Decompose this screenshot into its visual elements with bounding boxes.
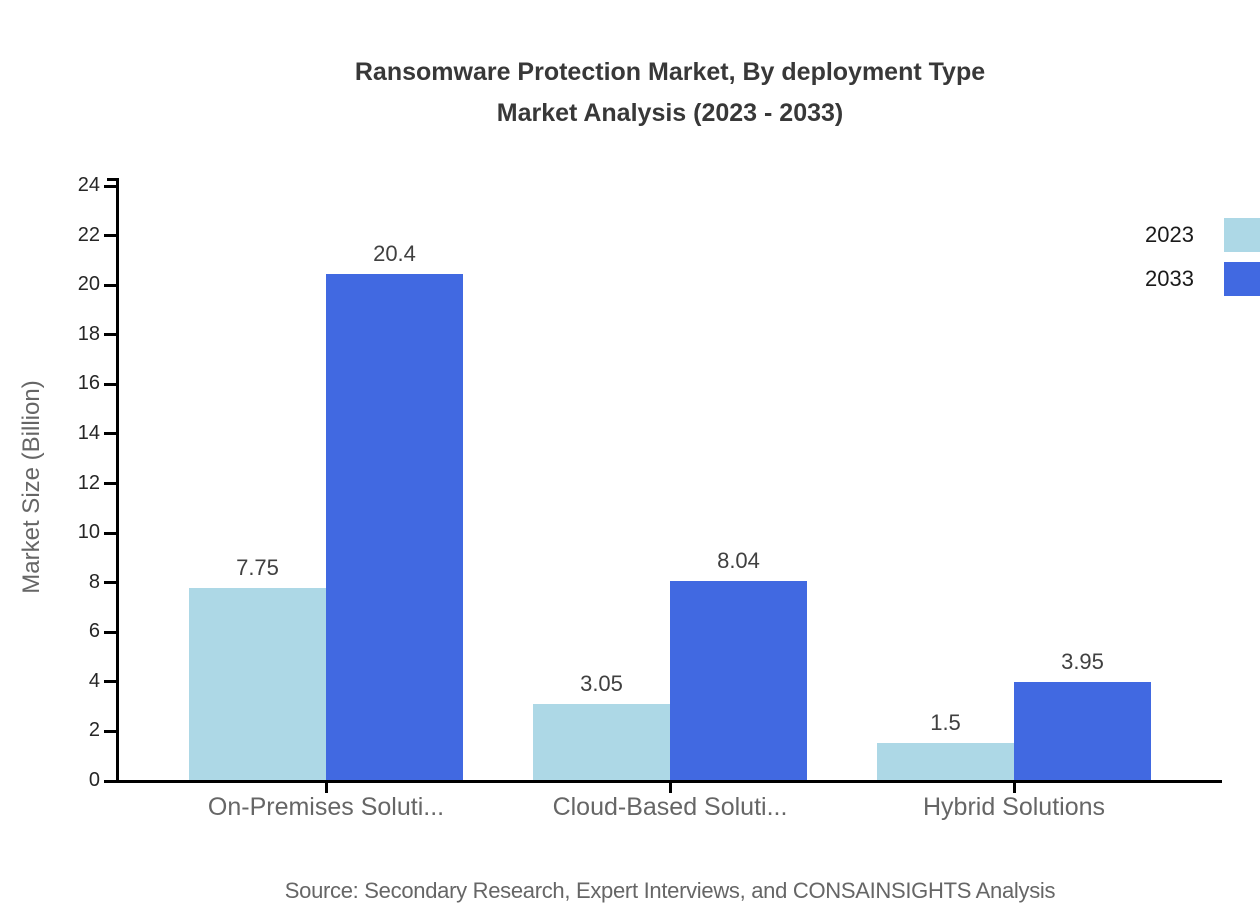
x-category-label: Hybrid Solutions <box>922 793 1106 821</box>
bar-value-label: 8.04 <box>717 547 760 573</box>
bar-2023-category-2 <box>533 704 670 780</box>
bar-value-label: 20.4 <box>373 241 416 267</box>
bar-2033-category-3 <box>1014 682 1151 780</box>
x-category-label: Cloud-Based Soluti... <box>552 793 788 821</box>
y-tick-label: 14 <box>77 421 100 444</box>
legend-label-2033: 2033 <box>1145 266 1194 291</box>
y-tick <box>104 234 117 238</box>
y-tick-label: 18 <box>77 322 100 345</box>
y-tick <box>104 680 117 684</box>
y-tick <box>104 729 117 733</box>
y-tick-label: 22 <box>77 223 100 246</box>
y-tick <box>104 184 117 188</box>
bar-value-label: 1.5 <box>930 709 961 735</box>
chart-title-line2: Market Analysis (2023 - 2033) <box>496 99 844 127</box>
legend-label-2023: 2023 <box>1145 222 1194 247</box>
y-tick-label: 12 <box>77 471 100 494</box>
y-tick <box>104 531 117 535</box>
y-tick <box>104 283 117 287</box>
y-tick <box>104 333 117 337</box>
x-tick <box>668 782 672 793</box>
y-tick-label: 24 <box>77 174 100 196</box>
x-axis-line <box>116 780 1222 783</box>
y-axis-line <box>116 178 119 783</box>
chart-title: Ransomware Protection Market, By deploym… <box>80 52 1260 134</box>
y-tick-label: 16 <box>77 372 100 395</box>
y-tick-label: 8 <box>88 570 100 593</box>
bar-2033-category-1 <box>326 274 463 780</box>
y-tick <box>104 779 117 783</box>
bar-2023-category-3 <box>877 742 1014 780</box>
y-tick <box>104 432 117 436</box>
y-tick <box>104 482 117 485</box>
legend-item-2033: 2033 <box>1145 262 1260 296</box>
bar-2023-category-1 <box>189 587 326 780</box>
bar-2033-category-2 <box>670 580 807 780</box>
y-tick-label: 2 <box>88 719 100 742</box>
source-note: Source: Secondary Research, Expert Inter… <box>284 878 1056 903</box>
y-tick-label: 6 <box>88 620 100 643</box>
legend-item-2023: 2023 <box>1145 218 1260 252</box>
bar-value-label: 3.05 <box>580 671 623 697</box>
y-axis-top-cap <box>107 178 119 181</box>
y-tick-label: 20 <box>77 273 100 296</box>
y-tick <box>104 581 117 585</box>
y-tick <box>104 382 117 386</box>
legend: 2023 2033 <box>1145 218 1260 306</box>
bar-value-label: 7.75 <box>236 554 279 580</box>
x-tick <box>1012 782 1016 793</box>
chart-title-line1: Ransomware Protection Market, By deploym… <box>354 58 986 86</box>
legend-swatch-2023 <box>1224 218 1260 252</box>
y-tick-label: 0 <box>88 769 100 791</box>
bar-value-label: 3.95 <box>1061 649 1104 675</box>
x-category-label: On-Premises Soluti... <box>207 793 445 821</box>
legend-swatch-2033 <box>1224 262 1260 296</box>
y-tick-label: 10 <box>77 521 100 544</box>
y-tick-label: 4 <box>88 669 100 692</box>
y-tick <box>104 630 117 634</box>
x-tick <box>324 782 328 793</box>
